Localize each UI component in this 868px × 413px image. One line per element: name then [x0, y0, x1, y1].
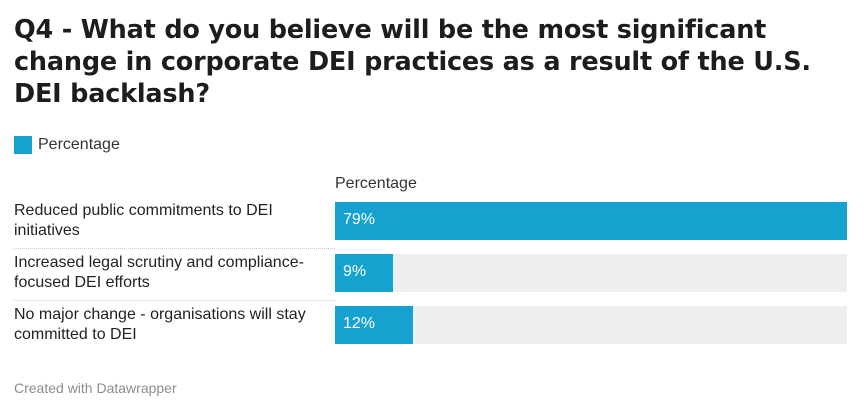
- bar-track: 12%: [335, 306, 847, 344]
- bar-row-3: No major change - organisations will sta…: [14, 301, 847, 353]
- category-label: No major change - organisations will sta…: [14, 306, 306, 343]
- footer-credit: Created with Datawrapper: [14, 380, 177, 396]
- data-label: 9%: [343, 263, 367, 280]
- legend: Percentage: [14, 135, 120, 155]
- bar: [335, 202, 847, 240]
- column-header: Percentage: [335, 175, 417, 192]
- data-label: 79%: [343, 211, 376, 228]
- legend-swatch-percentage: [14, 136, 32, 154]
- bar-row-1: Reduced public commitments to DEI initia…: [14, 197, 847, 249]
- bar-track: 9%: [335, 254, 847, 292]
- bar-track: 79%: [335, 202, 847, 240]
- chart-title: Q4 - What do you believe will be the mos…: [14, 15, 811, 109]
- category-label: Increased legal scrutiny and compliance-…: [14, 254, 304, 291]
- row-divider: [14, 248, 335, 249]
- data-label: 12%: [343, 315, 376, 332]
- bar: [335, 254, 393, 292]
- bar-row-2: Increased legal scrutiny and compliance-…: [14, 249, 847, 301]
- legend-label-percentage: Percentage: [38, 136, 120, 153]
- category-label: Reduced public commitments to DEI initia…: [14, 202, 273, 239]
- bar: [335, 306, 413, 344]
- row-divider: [14, 300, 335, 301]
